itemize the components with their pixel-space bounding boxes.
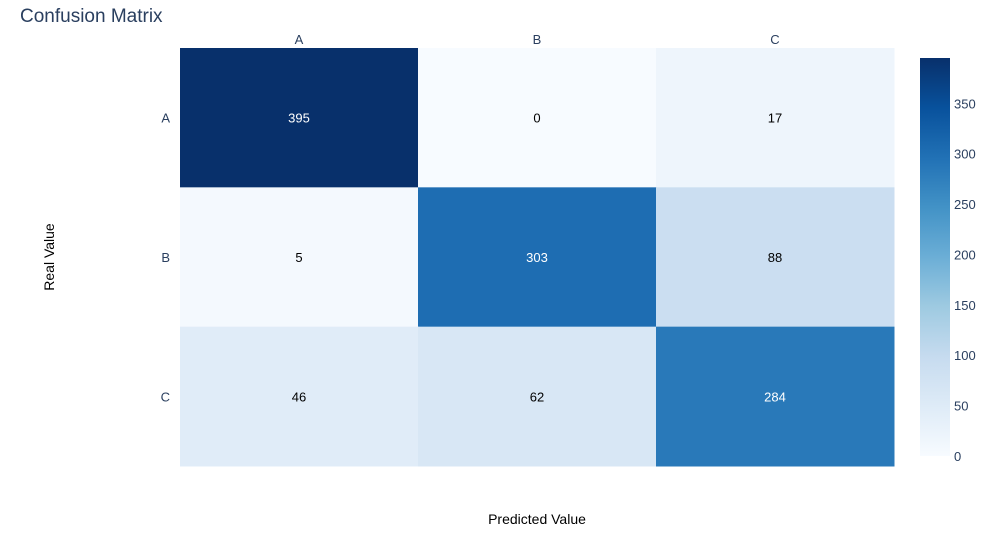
cell-value-label: 62	[530, 389, 544, 404]
colorbar-tick-label: 150	[954, 298, 976, 313]
heatmap-cell	[180, 48, 419, 188]
cell-value-label: 284	[764, 389, 786, 404]
x-axis-label: Predicted Value	[488, 511, 586, 527]
colorbar-gradient	[920, 58, 950, 456]
chart-title: Confusion Matrix	[20, 6, 163, 27]
colorbar	[920, 58, 950, 456]
cell-value-label: 395	[288, 111, 310, 126]
cell-value-label: 303	[526, 250, 548, 265]
heatmap-cell	[180, 326, 419, 467]
heatmap-cell	[180, 187, 419, 328]
x-tick-label: A	[295, 32, 304, 47]
heatmap-cell-labels: 395 0 17 5 303 88 46 62 284	[288, 111, 786, 405]
colorbar-tick-label: 300	[954, 147, 976, 162]
x-tick-label: B	[533, 32, 542, 47]
cell-value-label: 88	[768, 250, 782, 265]
x-axis-ticks: A B C	[295, 32, 780, 47]
cell-value-label: 5	[295, 250, 302, 265]
colorbar-ticks: 0 50 100 150 200 250 300 350	[954, 96, 976, 464]
cell-value-label: 0	[533, 111, 540, 126]
y-axis-ticks: A B C	[161, 111, 171, 405]
heatmap-cell	[418, 48, 657, 188]
y-tick-label: A	[161, 111, 170, 126]
colorbar-tick-label: 50	[954, 399, 968, 414]
x-tick-label: C	[770, 32, 779, 47]
y-tick-label: C	[161, 389, 170, 404]
y-axis-label: Real Value	[41, 223, 57, 291]
colorbar-tick-label: 350	[954, 96, 976, 111]
cell-value-label: 17	[768, 111, 782, 126]
colorbar-tick-label: 250	[954, 197, 976, 212]
heatmap-cell	[656, 187, 895, 328]
colorbar-tick-label: 200	[954, 247, 976, 262]
heatmap-cell	[656, 48, 895, 188]
heatmap-cell	[418, 187, 657, 328]
heatmap-cell	[656, 326, 895, 467]
y-tick-label: B	[161, 250, 170, 265]
heatmap-cell	[418, 326, 657, 467]
cell-value-label: 46	[292, 389, 306, 404]
colorbar-tick-label: 0	[954, 449, 961, 464]
colorbar-tick-label: 100	[954, 348, 976, 363]
heatmap-cells	[180, 48, 895, 467]
